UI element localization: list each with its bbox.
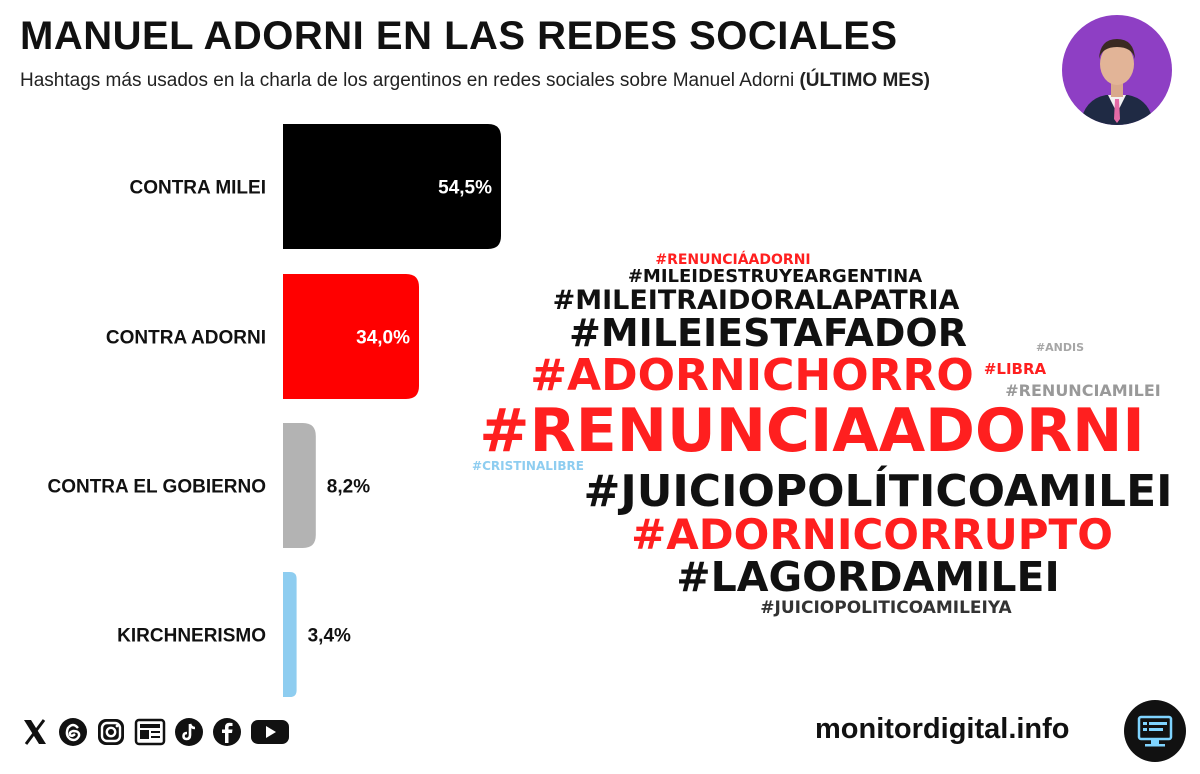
bar-chart: CONTRA MILEI 54,5% CONTRA ADORNI 34,0% CONTR…: [47, 124, 501, 697]
bar: [283, 274, 419, 399]
cloud-word: #MILEIDESTRUYEARGENTINA: [628, 266, 922, 287]
bar: [283, 572, 297, 697]
cloud-word: #ANDIS: [1036, 341, 1084, 354]
value-label: 34,0%: [356, 328, 410, 349]
cloud-word: #JUICIOPOLITICOAMILEIYA: [760, 598, 1012, 618]
youtube-icon[interactable]: [250, 717, 290, 747]
instagram-icon[interactable]: [96, 717, 126, 747]
cloud-word: #RENUNCIÁADORNI: [655, 251, 810, 268]
monitor-digital-logo: [1124, 700, 1186, 762]
cloud-word: #RENUNCIAADORNI: [479, 396, 1144, 466]
category-label: CONTRA EL GOBIERNO: [47, 477, 266, 498]
category-label: CONTRA ADORNI: [106, 328, 266, 349]
bar: [283, 423, 316, 548]
value-label: 8,2%: [327, 477, 370, 498]
cloud-word: #ADORNICORRUPTO: [631, 510, 1113, 559]
cloud-word: #JUICIOPOLÍTICOAMILEI: [583, 464, 1172, 517]
category-label: CONTRA MILEI: [129, 178, 266, 199]
cloud-word: #ADORNICHORRO: [530, 350, 974, 401]
subtitle-text: Hashtags más usados en la charla de los …: [20, 70, 795, 91]
tiktok-icon[interactable]: [174, 717, 204, 747]
news-icon[interactable]: [134, 717, 166, 747]
page-title: MANUEL ADORNI EN LAS REDES SOCIALES: [20, 14, 898, 58]
page-subtitle: Hashtags más usados en la charla de los …: [20, 70, 930, 92]
website-label: monitordigital.info: [815, 713, 1070, 745]
avatar: [1062, 15, 1172, 125]
cloud-word: #MILEIESTAFADOR: [569, 311, 967, 355]
value-label: 3,4%: [308, 626, 351, 647]
threads-icon[interactable]: [58, 717, 88, 747]
cloud-word: #LAGORDAMILEI: [676, 553, 1060, 601]
value-label: 54,5%: [438, 178, 492, 199]
facebook-icon[interactable]: [212, 717, 242, 747]
cloud-word: #RENUNCIAMILEI: [1005, 381, 1160, 400]
cloud-word: #LIBRA: [984, 360, 1047, 378]
category-label: KIRCHNERISMO: [117, 626, 266, 647]
social-icons: [20, 714, 290, 750]
cloud-word: #MILEITRAIDORALAPATRIA: [553, 285, 960, 316]
subtitle-emphasis: (ÚLTIMO MES): [799, 70, 930, 91]
x-icon[interactable]: [20, 717, 50, 747]
bar: [283, 124, 501, 249]
